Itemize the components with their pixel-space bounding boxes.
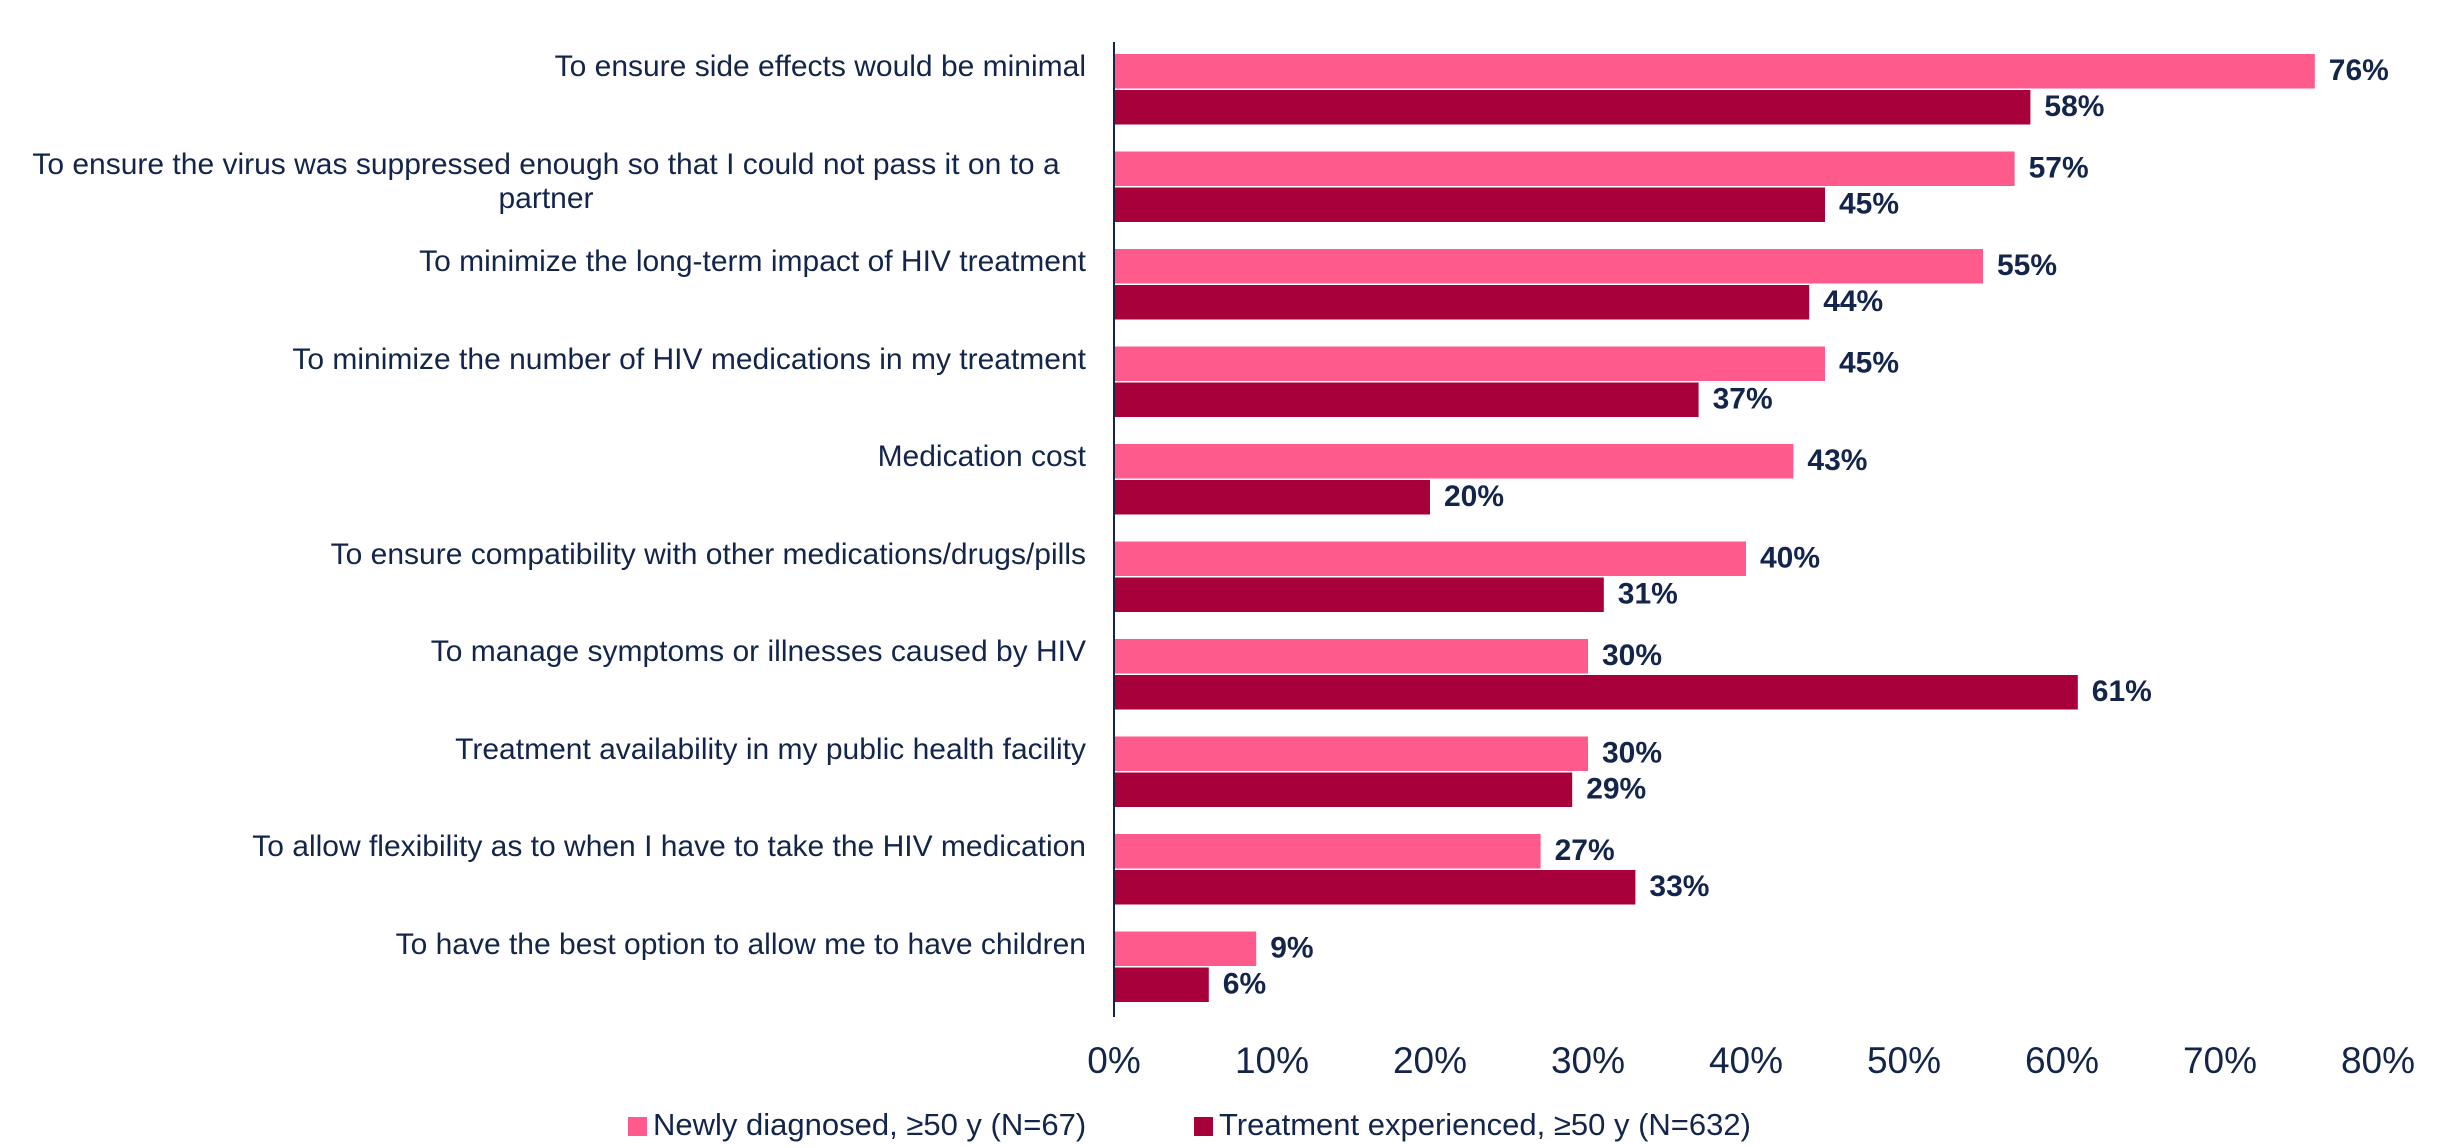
x-tick-label: 20%: [1393, 1040, 1467, 1081]
category-label-box: To ensure compatibility with other medic…: [6, 538, 1086, 572]
bar: [1114, 967, 1209, 1002]
legend-swatch: [1194, 1117, 1213, 1136]
bar: [1114, 285, 1810, 320]
data-label: 43%: [1807, 444, 1867, 477]
data-label: 20%: [1444, 480, 1504, 513]
data-label: 37%: [1713, 383, 1773, 416]
data-label: 33%: [1649, 870, 1709, 903]
data-label: 44%: [1823, 285, 1883, 318]
category-label-box: Medication cost: [6, 440, 1086, 474]
x-tick-label: 60%: [2025, 1040, 2099, 1081]
data-label: 45%: [1839, 347, 1899, 380]
data-label: 31%: [1618, 578, 1678, 611]
data-label: 40%: [1760, 542, 1820, 575]
data-label: 30%: [1602, 737, 1662, 770]
category-label: To ensure side effects would be minimal: [554, 50, 1086, 83]
bar: [1114, 54, 2315, 89]
category-label-box: To ensure side effects would be minimal: [6, 50, 1086, 84]
category-label-box: Treatment availability in my public heal…: [6, 733, 1086, 767]
bar: [1114, 675, 2078, 710]
category-label: Medication cost: [877, 440, 1086, 473]
category-label: To minimize the number of HIV medication…: [292, 342, 1086, 376]
x-tick-label: 40%: [1709, 1040, 1783, 1081]
x-tick-label: 0%: [1087, 1040, 1140, 1081]
data-label: 61%: [2092, 675, 2152, 708]
x-tick-label: 50%: [1867, 1040, 1941, 1081]
data-label: 27%: [1555, 834, 1615, 867]
x-tick-label: 80%: [2341, 1040, 2415, 1081]
bar: [1114, 834, 1541, 869]
bar: [1114, 480, 1430, 515]
bar: [1114, 90, 2031, 125]
category-label-box: To have the best option to allow me to h…: [6, 928, 1086, 962]
data-label: 55%: [1997, 249, 2057, 282]
data-label: 58%: [2044, 90, 2104, 123]
bar: [1114, 151, 2015, 186]
category-label: Treatment availability in my public heal…: [455, 732, 1086, 766]
bar: [1114, 639, 1588, 674]
bar: [1114, 577, 1604, 612]
bar: [1114, 346, 1825, 381]
bar: [1114, 736, 1588, 771]
bar: [1114, 931, 1257, 966]
data-label: 57%: [2029, 152, 2089, 185]
bar: [1114, 382, 1699, 417]
bar: [1114, 249, 1983, 284]
data-label: 76%: [2329, 54, 2389, 87]
legend-label: Newly diagnosed, ≥50 y (N=67): [653, 1107, 1086, 1142]
data-label: 29%: [1586, 773, 1646, 806]
bar: [1114, 541, 1746, 576]
bar: [1114, 444, 1794, 479]
category-label: To allow flexibility as to when I have t…: [252, 830, 1086, 863]
x-tick-label: 70%: [2183, 1040, 2257, 1081]
legend-label: Treatment experienced, ≥50 y (N=632): [1219, 1107, 1751, 1142]
data-label: 45%: [1839, 188, 1899, 221]
category-label-box: To minimize the long-term impact of HIV …: [6, 245, 1086, 279]
data-label: 9%: [1270, 932, 1313, 965]
bar: [1114, 187, 1825, 222]
x-tick-label: 30%: [1551, 1040, 1625, 1081]
bar: [1114, 772, 1573, 807]
category-label-box: To minimize the number of HIV medication…: [6, 343, 1086, 377]
bar: [1114, 870, 1636, 905]
category-label-box: To allow flexibility as to when I have t…: [6, 830, 1086, 864]
data-label: 30%: [1602, 639, 1662, 672]
category-label: To have the best option to allow me to h…: [395, 927, 1086, 961]
category-label-box: To manage symptoms or illnesses caused b…: [6, 635, 1086, 669]
data-label: 6%: [1223, 968, 1266, 1001]
category-label: To manage symptoms or illnesses caused b…: [430, 635, 1086, 668]
category-label: To ensure compatibility with other medic…: [330, 537, 1086, 571]
category-label: To minimize the long-term impact of HIV …: [419, 245, 1086, 278]
category-label-box: To ensure the virus was suppressed enoug…: [6, 148, 1086, 216]
x-tick-label: 10%: [1235, 1040, 1309, 1081]
category-label: To ensure the virus was suppressed enoug…: [32, 147, 1060, 215]
legend-swatch: [628, 1117, 647, 1136]
